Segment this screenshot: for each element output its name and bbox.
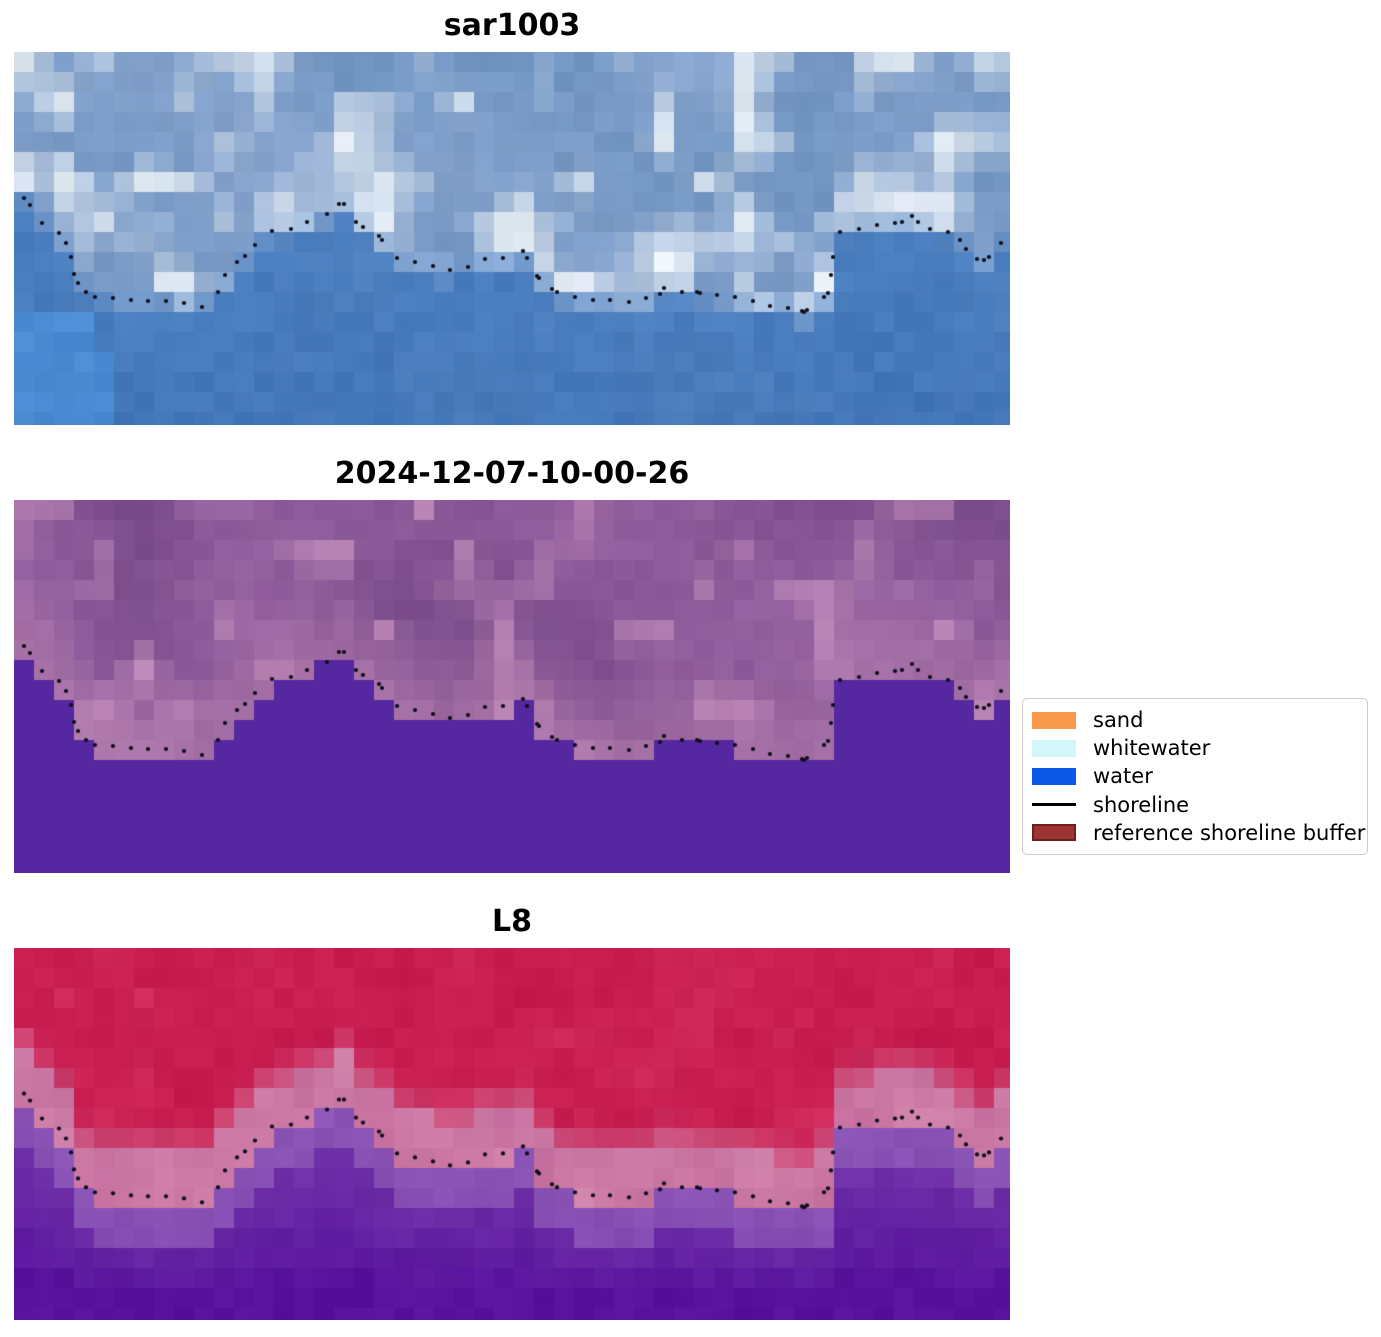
legend-swatch-sand xyxy=(1032,711,1076,729)
legend-swatch-reference-shoreline-buffer xyxy=(1032,824,1076,842)
legend-item-whitewater: whitewater xyxy=(1032,736,1361,760)
legend-label: reference shoreline buffer xyxy=(1093,820,1366,845)
panel-title-date: 2024-12-07-10-00-26 xyxy=(334,456,690,491)
sar1003-image-panel xyxy=(14,52,1010,425)
classified-image-panel xyxy=(14,500,1010,873)
legend-swatch-shoreline xyxy=(1032,803,1076,807)
legend-item-shoreline: shoreline xyxy=(1032,793,1361,817)
legend-item-sand: sand xyxy=(1032,708,1361,732)
panel-title-sar1003: sar1003 xyxy=(443,8,581,43)
l8-image-panel xyxy=(14,948,1010,1320)
legend-swatch-water xyxy=(1032,767,1076,785)
legend-item-reference-shoreline-buffer: reference shoreline buffer xyxy=(1032,821,1365,845)
panel-title-l8: L8 xyxy=(492,904,532,939)
legend-label: whitewater xyxy=(1093,736,1211,761)
legend: sand whitewater water shoreline reference sh… xyxy=(1022,698,1368,855)
legend-label: water xyxy=(1093,764,1153,789)
legend-swatch-whitewater xyxy=(1032,739,1076,757)
legend-label: shoreline xyxy=(1093,792,1190,817)
legend-label: sand xyxy=(1093,708,1144,733)
legend-item-water: water xyxy=(1032,764,1361,788)
